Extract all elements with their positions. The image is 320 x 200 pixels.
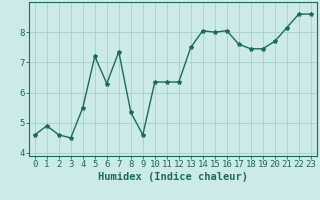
X-axis label: Humidex (Indice chaleur): Humidex (Indice chaleur) (98, 172, 248, 182)
